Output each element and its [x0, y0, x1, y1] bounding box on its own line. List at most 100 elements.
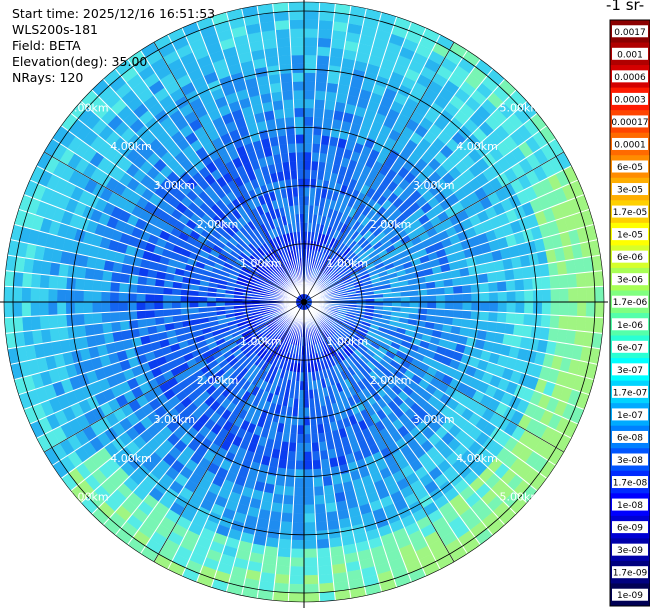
range-ring-label: 3.00km	[153, 413, 195, 426]
ppi-bin	[273, 108, 285, 120]
ppi-bin	[269, 510, 283, 522]
ppi-bin	[65, 313, 77, 328]
ppi-bin	[532, 289, 543, 303]
ppi-bin	[314, 503, 327, 514]
ppi-bin	[21, 316, 33, 332]
ppi-bin	[577, 287, 587, 303]
ppi-bin	[488, 281, 499, 293]
ppi-bin	[100, 291, 111, 303]
ppi-bin	[289, 37, 305, 47]
ppi-bin	[303, 425, 312, 435]
ppi-bin	[303, 504, 316, 514]
ppi-bin	[30, 315, 41, 331]
ppi-bin	[324, 100, 336, 111]
ppi-bin	[303, 460, 313, 470]
ppi-bin	[270, 91, 283, 102]
colorbar-label: 0.00017	[611, 118, 648, 128]
ppi-bin	[303, 451, 313, 461]
ppi-bin	[293, 98, 305, 109]
ppi-bin	[549, 314, 560, 329]
ppi-bin	[127, 310, 138, 321]
ppi-bin	[593, 270, 604, 287]
colorbar-label: 0.0006	[614, 73, 646, 83]
ppi-bin	[504, 323, 515, 336]
colorbar-label: 6e-05	[617, 163, 643, 173]
ppi-bin	[303, 548, 318, 559]
ppi-bin	[266, 64, 281, 76]
colorbar-label: 1e-06	[617, 321, 643, 331]
ppi-bin	[530, 325, 542, 340]
ppi-bin	[118, 282, 129, 293]
ppi-bin	[470, 283, 481, 294]
ppi-bin	[109, 281, 120, 293]
ppi-bin	[461, 284, 472, 294]
ppi-bin	[326, 519, 341, 531]
ppi-bin	[296, 434, 305, 444]
ppi-bin	[276, 37, 291, 48]
ppi-bin	[594, 301, 604, 318]
ppi-bin	[295, 134, 305, 144]
ppi-bin	[118, 301, 128, 312]
ppi-bin	[303, 434, 312, 444]
ppi-bin	[327, 528, 342, 540]
ppi-bin	[314, 81, 328, 92]
ppi-bin	[514, 278, 525, 292]
ppi-bin	[295, 143, 305, 153]
ppi-bin	[93, 323, 104, 336]
ppi-bin	[279, 521, 293, 532]
range-ring-label: 5.00km	[499, 101, 541, 114]
ppi-bin	[303, 2, 320, 12]
range-ring-label: 1.00km	[326, 335, 368, 348]
range-ring-label: 3.00km	[413, 413, 455, 426]
ppi-bin	[270, 502, 283, 513]
range-ring-label: 2.00km	[197, 374, 239, 387]
ppi-bin	[110, 271, 122, 283]
ppi-bin	[285, 468, 296, 479]
ppi-bin	[303, 28, 319, 38]
ppi-bin	[303, 407, 311, 417]
ppi-bin	[4, 286, 14, 303]
ppi-bin	[285, 125, 296, 136]
ppi-bin	[585, 301, 596, 318]
colorbar-label: 6e-07	[617, 343, 643, 353]
ppi-bin	[294, 116, 305, 126]
ppi-bin	[109, 301, 120, 313]
ppi-bin	[558, 315, 569, 330]
ppi-bin	[303, 54, 318, 65]
nrays: NRays: 120	[12, 70, 84, 85]
ppi-bin	[102, 270, 113, 282]
scan-info: Start time: 2025/12/16 16:51:53 WLS200s-…	[12, 6, 215, 86]
ppi-bin	[84, 323, 96, 337]
ppi-bin	[312, 468, 323, 479]
ppi-bin	[276, 556, 291, 567]
colorbar-label: 1.7e-09	[613, 569, 648, 579]
ppi-bin	[504, 268, 515, 281]
ppi-bin	[284, 477, 295, 488]
ppi-bin	[287, 143, 297, 153]
ppi-bin	[550, 301, 561, 316]
ppi-bin	[118, 311, 129, 322]
ppi-bin	[136, 284, 147, 294]
ppi-bin	[292, 513, 305, 523]
colorbar-label: 6e-08	[617, 433, 643, 443]
ppi-bin	[575, 272, 587, 288]
ppi-bin	[315, 521, 329, 532]
ppi-bin	[136, 301, 146, 311]
ppi-bin	[314, 90, 327, 101]
ppi-bin	[317, 565, 333, 576]
ppi-bin	[521, 265, 533, 280]
ppi-bin	[313, 107, 325, 118]
ppi-bin	[312, 459, 322, 470]
colorbar-label: 6e-06	[617, 253, 643, 263]
ppi-bin	[74, 289, 84, 303]
ppi-bin	[127, 283, 138, 294]
range-ring-label: 5.00km	[67, 101, 109, 114]
ppi-bin	[272, 100, 284, 111]
ppi-bin	[286, 459, 296, 470]
ppi-bin	[303, 495, 315, 506]
ppi-bin	[4, 301, 14, 318]
ppi-bin	[559, 301, 569, 317]
ppi-bin	[318, 19, 334, 31]
ppi-bin	[303, 63, 317, 74]
ppi-bin	[303, 134, 313, 144]
